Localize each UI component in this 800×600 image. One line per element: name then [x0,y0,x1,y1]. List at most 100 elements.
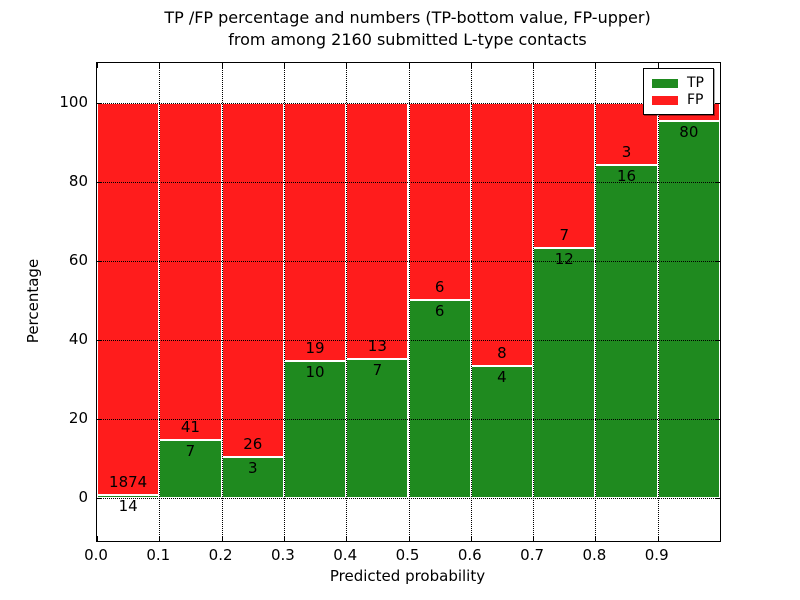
tp-count-label: 4 [497,367,507,386]
vertical-gridline [346,63,348,541]
x-tick-mark [408,63,410,68]
x-axis-label: Predicted probability [329,567,486,585]
tp-swatch-icon [652,78,678,88]
tp-count-label: 14 [118,496,138,515]
bar-segment-fp [97,102,160,495]
vertical-gridline [595,63,597,541]
fp-swatch-icon [652,95,678,105]
x-tick-mark [346,63,348,68]
x-tick-mark [159,536,161,541]
tp-count-label: 7 [372,361,383,380]
bar-segment-fp [346,102,409,360]
fp-count-label: 8 [497,343,507,362]
fp-count-label: 41 [180,417,200,436]
x-tick-mark [283,536,285,541]
bar-segment-tp [97,494,160,498]
y-tick-label: 60 [68,250,88,269]
x-tick-mark [657,536,659,541]
fp-count-label: 19 [305,339,325,358]
legend-item-fp: FP [652,92,704,108]
bar-segment-fp [408,102,471,301]
bar-segment-fp [470,102,534,366]
fp-count-label: 26 [243,434,263,453]
bar-segment-fp [283,102,347,362]
y-tick-mark [97,418,102,420]
bar-segment-tp [595,164,658,498]
tp-count-label: 12 [554,250,574,269]
bar-segment-tp [470,365,534,498]
y-tick-mark [715,102,720,104]
x-tick-mark [470,63,472,68]
fp-count-label: 6 [434,278,445,297]
legend-label-fp: FP [687,92,704,108]
bar-segment-tp [657,121,720,498]
plot-area: TP FP 1874 14 41 7 26 3 19 10 13 7 6 6 8 4 7 12 3 16 80 [96,62,721,542]
tp-count-label: 16 [617,166,637,185]
y-tick-label: 20 [68,408,88,427]
x-tick-mark [97,63,98,68]
x-tick-mark [595,536,597,541]
y-tick-mark [715,260,720,262]
tp-count-label: 80 [679,123,699,142]
fp-count-label: 1874 [109,472,148,491]
bar-segment-tp [408,300,471,498]
bar-segment-tp [159,439,222,498]
x-tick-label: 0.7 [520,546,545,564]
tp-count-label: 7 [185,441,196,460]
chart-title-line2: from among 2160 submitted L-type contact… [228,30,587,49]
x-tick-mark [595,63,597,68]
y-tick-mark [97,181,102,183]
bar-segment-tp [533,248,596,498]
y-tick-mark [715,181,720,183]
bar-segment-fp [159,102,222,440]
vertical-gridline [470,63,472,541]
y-tick-mark [715,418,720,420]
y-tick-label: 80 [68,171,88,190]
legend-item-tp: TP [652,75,704,91]
y-tick-label: 0 [78,487,88,506]
bar-segment-tp [283,361,347,498]
tp-count-label: 3 [247,458,258,477]
x-tick-label: 0.4 [333,546,358,564]
y-tick-mark [97,497,102,499]
fp-count-label: 13 [367,337,387,356]
x-tick-mark [283,63,285,68]
x-tick-mark [159,63,161,68]
fp-count-label: 7 [559,226,570,245]
x-tick-mark [97,536,98,541]
x-tick-mark [533,63,535,68]
x-tick-label: 0.9 [644,546,669,564]
bar-segment-fp [533,102,596,249]
y-tick-label: 100 [59,92,88,111]
vertical-gridline [408,63,410,541]
x-tick-label: 0.2 [208,546,233,564]
vertical-gridline [221,63,223,541]
x-tick-mark [346,536,348,541]
chart-title: TP /FP percentage and numbers (TP-bottom… [96,7,719,51]
vertical-gridline [283,63,285,541]
vertical-gridline [657,63,659,541]
legend-label-tp: TP [687,75,704,91]
x-tick-label: 0.1 [146,546,171,564]
y-tick-mark [715,339,720,341]
x-tick-label: 0.6 [457,546,482,564]
tp-count-label: 10 [305,363,325,382]
x-tick-mark [533,536,535,541]
bar-segment-fp [221,102,284,457]
y-tick-mark [715,497,720,499]
x-tick-label: 0.5 [395,546,420,564]
x-tick-mark [408,536,410,541]
x-tick-mark [221,536,223,541]
x-tick-mark [657,63,659,68]
legend: TP FP [643,68,714,115]
vertical-gridline [159,63,161,541]
y-tick-mark [97,339,102,341]
x-tick-mark [221,63,223,68]
x-tick-mark [470,536,472,541]
fp-count-label: 3 [621,142,632,161]
y-tick-mark [97,260,102,262]
chart-title-line1: TP /FP percentage and numbers (TP-bottom… [164,8,651,27]
x-tick-label: 0.0 [84,546,108,564]
y-tick-label: 40 [68,329,88,348]
